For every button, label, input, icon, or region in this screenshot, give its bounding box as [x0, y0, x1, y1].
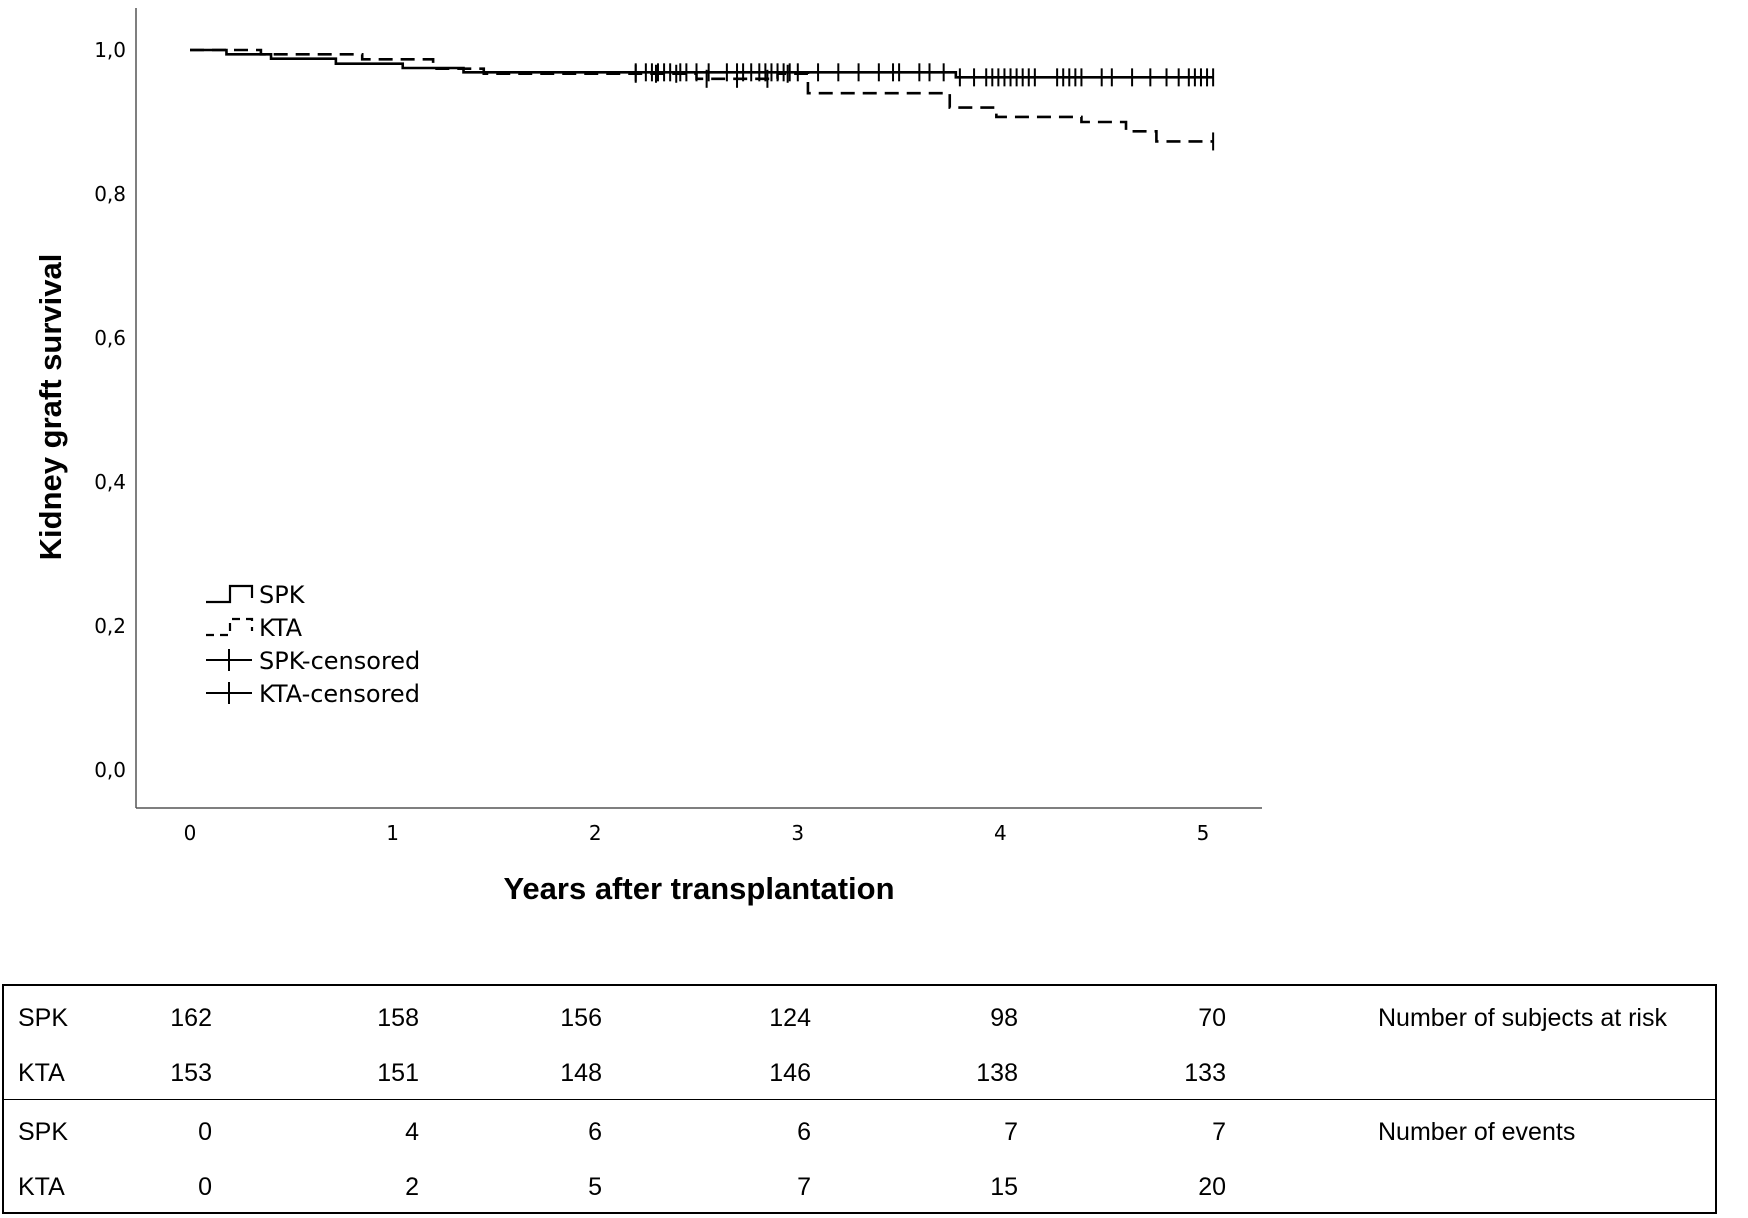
legend: SPK KTA SPK-censored KTA-censored: [206, 581, 420, 708]
legend-entry: KTA: [259, 614, 303, 642]
table-cell: 151: [377, 1059, 419, 1087]
x-tick-label: 4: [994, 821, 1007, 845]
row-group-label: SPK: [18, 1004, 69, 1032]
table-cell: 7: [797, 1173, 811, 1201]
table-cell: 146: [769, 1059, 811, 1087]
axes: [135, 8, 1262, 809]
x-tick-label: 3: [791, 821, 804, 845]
row-group-label: KTA: [18, 1173, 65, 1201]
events-section: Number of events SPK 0 4 6 6 7 7 KTA 0 2…: [4, 1100, 1715, 1213]
spk-survival-line: [190, 48, 1214, 79]
table-row: SPK 0 4 6 6 7 7: [4, 1112, 1715, 1152]
table-row: KTA 153 151 148 146 138 133: [4, 1053, 1715, 1093]
table-cell: 5: [588, 1173, 602, 1201]
y-tick-label: 1,0: [94, 38, 126, 62]
y-tick-label: 0,4: [94, 470, 126, 494]
row-group-label: KTA: [18, 1059, 65, 1087]
y-tick-label: 0,6: [94, 326, 126, 350]
row-group-label: SPK: [18, 1118, 69, 1146]
legend-kta-symbol: [206, 617, 254, 637]
y-tick-label: 0,0: [94, 758, 126, 782]
table-row: KTA 0 2 5 7 15 20: [4, 1167, 1715, 1207]
table-cell: 148: [560, 1059, 602, 1087]
plot-area: [190, 48, 1215, 151]
table-cell: 0: [198, 1173, 212, 1201]
x-tick-label: 0: [184, 821, 197, 845]
x-tick-label: 5: [1197, 821, 1210, 845]
table-cell: 156: [560, 1004, 602, 1032]
x-tick-label: 2: [589, 821, 602, 845]
x-axis-label: Years after transplantation: [503, 871, 894, 906]
legend-entry: SPK-censored: [259, 647, 420, 675]
table-cell: 153: [170, 1059, 212, 1087]
legend-spk-symbol: [206, 584, 254, 604]
table-cell: 7: [1212, 1118, 1226, 1146]
table-cell: 70: [1198, 1004, 1226, 1032]
table-cell: 0: [198, 1118, 212, 1146]
table-cell: 138: [976, 1059, 1018, 1087]
y-tick-label: 0,8: [94, 182, 126, 206]
table-cell: 98: [990, 1004, 1018, 1032]
table-cell: 2: [405, 1173, 419, 1201]
legend-entry: KTA-censored: [259, 680, 420, 708]
table-cell: 124: [769, 1004, 811, 1032]
y-axis-label: Kidney graft survival: [33, 254, 68, 561]
table-cell: 4: [405, 1118, 419, 1146]
table-cell: 133: [1184, 1059, 1226, 1087]
events-label: Number of events: [1378, 1118, 1576, 1146]
legend-entry: SPK: [259, 581, 306, 609]
y-tick-label: 0,2: [94, 614, 126, 638]
table-cell: 162: [170, 1004, 212, 1032]
table-cell: 158: [377, 1004, 419, 1032]
table-cell: 6: [588, 1118, 602, 1146]
at-risk-label: Number of subjects at risk: [1378, 1004, 1667, 1032]
table-cell: 6: [797, 1118, 811, 1146]
table-cell: 15: [990, 1173, 1018, 1201]
survival-chart: 0,0 0,2 0,4 0,6 0,8 1,0 0 1 2 3 4 5 Kidney graft s…: [33, 8, 1262, 906]
table-row: SPK 162 158 156 124 98 70: [4, 998, 1715, 1038]
at-risk-section: Number of subjects at risk SPK 162 158 1…: [4, 986, 1715, 1100]
x-axis-ticks: 0 1 2 3 4 5: [184, 821, 1210, 845]
risk-table: Number of subjects at risk SPK 162 158 1…: [2, 984, 1717, 1214]
y-axis-ticks: 0,0 0,2 0,4 0,6 0,8 1,0: [94, 38, 126, 782]
table-cell: 7: [1004, 1118, 1018, 1146]
x-tick-label: 1: [386, 821, 399, 845]
table-cell: 20: [1198, 1173, 1226, 1201]
